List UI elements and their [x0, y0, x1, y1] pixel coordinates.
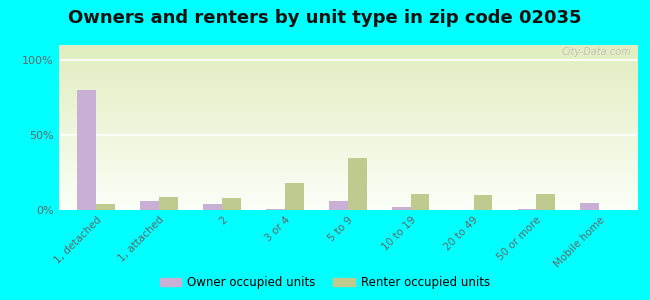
Text: Owners and renters by unit type in zip code 02035: Owners and renters by unit type in zip c… — [68, 9, 582, 27]
Bar — [222, 198, 241, 210]
Bar — [77, 90, 96, 210]
Bar — [140, 201, 159, 210]
Text: City-Data.com: City-Data.com — [562, 46, 631, 57]
Bar — [517, 208, 536, 210]
Bar — [329, 201, 348, 210]
Bar — [266, 208, 285, 210]
Bar — [348, 158, 367, 210]
Bar — [473, 195, 493, 210]
Bar — [536, 194, 555, 210]
Bar — [580, 202, 599, 210]
Legend: Owner occupied units, Renter occupied units: Owner occupied units, Renter occupied un… — [155, 272, 495, 294]
Bar — [285, 183, 304, 210]
Bar — [159, 196, 178, 210]
Bar — [203, 204, 222, 210]
Bar — [411, 194, 430, 210]
Bar — [392, 207, 411, 210]
Bar — [96, 204, 115, 210]
